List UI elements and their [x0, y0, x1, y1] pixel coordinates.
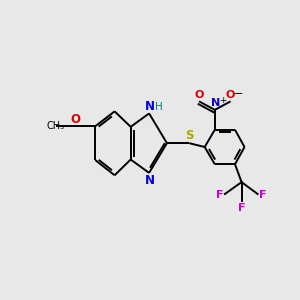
Text: F: F — [216, 190, 223, 200]
Text: −: − — [234, 88, 243, 98]
Text: N: N — [145, 173, 155, 187]
Text: O: O — [195, 90, 204, 100]
Text: O: O — [70, 112, 80, 126]
Text: S: S — [185, 129, 193, 142]
Text: O: O — [226, 90, 235, 100]
Text: H: H — [155, 102, 163, 112]
Text: F: F — [259, 190, 267, 200]
Text: F: F — [238, 203, 246, 213]
Text: N: N — [211, 98, 220, 108]
Text: CH₃: CH₃ — [47, 121, 65, 131]
Text: N: N — [145, 100, 155, 113]
Text: +: + — [219, 97, 227, 106]
